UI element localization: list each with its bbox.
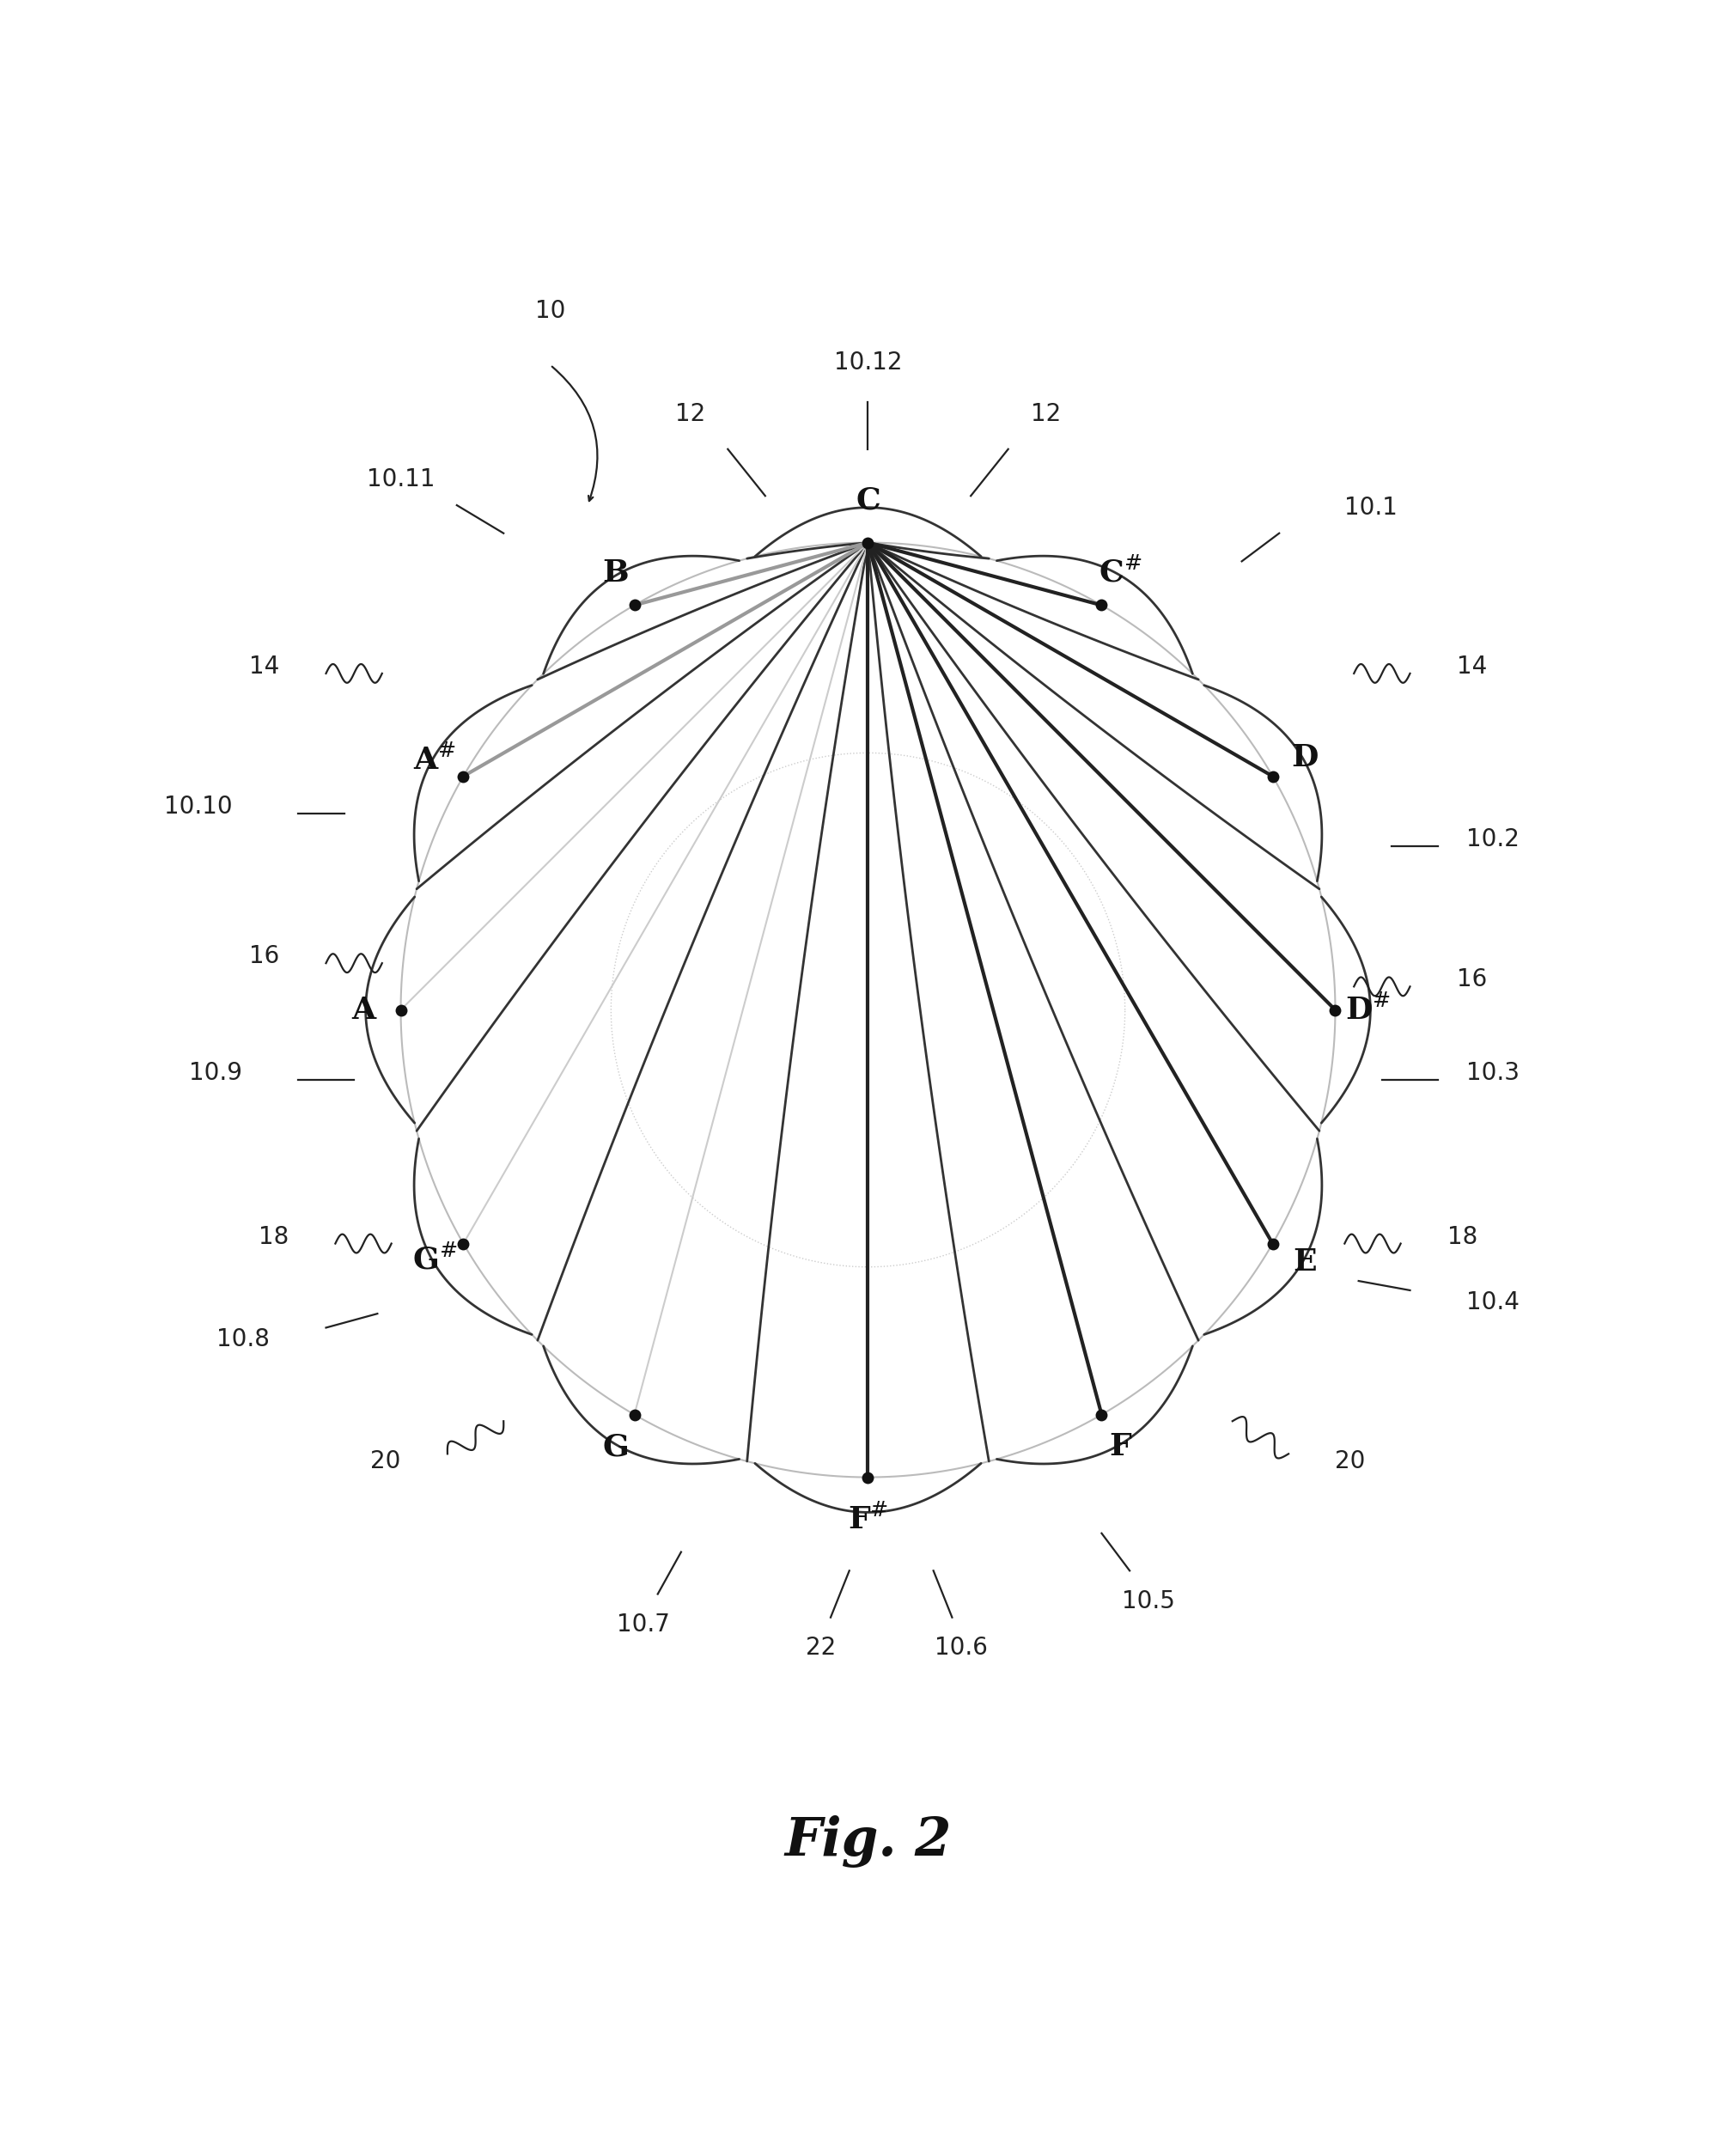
Text: 10.5: 10.5 [1121,1590,1175,1614]
Point [450,760,477,794]
Text: 18: 18 [1448,1225,1477,1249]
Text: F$^{\#}$: F$^{\#}$ [847,1504,889,1534]
Text: 10.1: 10.1 [1345,496,1397,519]
Point [1088,1397,1116,1431]
Text: Fig. 2: Fig. 2 [785,1816,951,1867]
Point [620,588,648,622]
Text: D: D [1292,743,1319,773]
Text: 10.9: 10.9 [189,1060,241,1086]
Point [1259,1225,1286,1260]
Text: 14: 14 [248,655,279,678]
Text: 20: 20 [370,1449,401,1472]
Point [854,1459,882,1494]
Text: B: B [602,558,628,588]
Text: 10.4: 10.4 [1467,1290,1519,1313]
Point [1259,760,1286,794]
Text: 10.6: 10.6 [936,1635,988,1661]
Text: G$^{\#}$: G$^{\#}$ [413,1245,458,1275]
Text: 16: 16 [248,944,279,968]
Text: F: F [1109,1431,1132,1461]
Point [1088,588,1116,622]
Text: 10: 10 [535,300,566,324]
Point [1321,994,1349,1028]
Text: 10.8: 10.8 [217,1328,269,1352]
Point [450,1225,477,1260]
Text: 22: 22 [806,1635,837,1661]
Point [854,526,882,560]
Point [620,1397,648,1431]
Text: 14: 14 [1457,655,1488,678]
Text: D$^{\#}$: D$^{\#}$ [1345,994,1391,1026]
Text: 10.12: 10.12 [833,350,903,376]
Text: A$^{\#}$: A$^{\#}$ [413,745,457,775]
Text: C: C [856,485,880,515]
Text: 20: 20 [1335,1449,1366,1472]
Text: 10.10: 10.10 [165,794,233,820]
Text: G: G [602,1431,628,1461]
Text: 10.2: 10.2 [1467,828,1519,852]
Text: 10.3: 10.3 [1467,1060,1519,1086]
Text: 16: 16 [1457,968,1488,991]
Text: 12: 12 [675,401,705,427]
Text: C$^{\#}$: C$^{\#}$ [1099,558,1142,588]
Point [387,994,415,1028]
Text: E: E [1293,1247,1318,1277]
Text: 12: 12 [1031,401,1061,427]
Text: 10.7: 10.7 [616,1612,670,1637]
Text: 18: 18 [259,1225,288,1249]
Text: A: A [351,996,375,1024]
Text: 10.11: 10.11 [366,468,436,491]
